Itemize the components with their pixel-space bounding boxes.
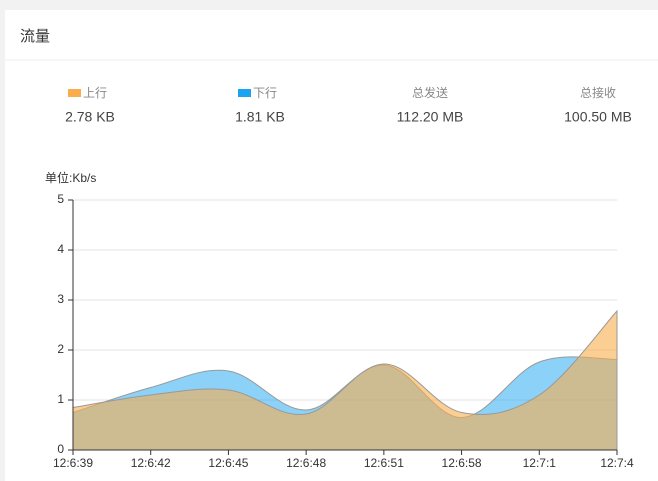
x-tick-label: 12:6:51	[364, 456, 404, 470]
y-tick-label: 4	[57, 242, 64, 256]
x-tick-label: 12:6:39	[53, 456, 93, 470]
stat-label: 总接收	[580, 85, 616, 100]
x-tick-label: 12:6:58	[442, 456, 482, 470]
legend-label: 上行	[83, 86, 107, 100]
area	[72, 309, 618, 451]
panel-title: 流量	[20, 28, 50, 45]
stat-value: 2.78 KB	[65, 109, 115, 125]
y-tick-label: 5	[57, 192, 64, 206]
stat-value: 1.81 KB	[235, 109, 285, 125]
stat-value: 112.20 MB	[397, 109, 464, 125]
stat-value: 100.50 MB	[564, 109, 632, 125]
y-tick-label: 0	[57, 442, 64, 456]
stat-label: 总发送	[412, 85, 448, 100]
legend-swatch	[238, 89, 251, 97]
x-tick-label: 12:7:4	[600, 456, 634, 470]
x-tick-label: 12:6:42	[131, 456, 171, 470]
y-tick-label: 2	[57, 342, 64, 356]
legend-label: 下行	[253, 86, 277, 100]
x-tick-label: 12:6:45	[208, 456, 248, 470]
x-tick-label: 12:6:48	[286, 456, 326, 470]
legend-swatch	[68, 89, 81, 97]
y-tick-label: 1	[57, 392, 64, 406]
x-tick-label: 12:7:1	[523, 456, 557, 470]
y-axis-label: 单位:Kb/s	[45, 170, 96, 185]
y-tick-label: 3	[57, 292, 64, 306]
